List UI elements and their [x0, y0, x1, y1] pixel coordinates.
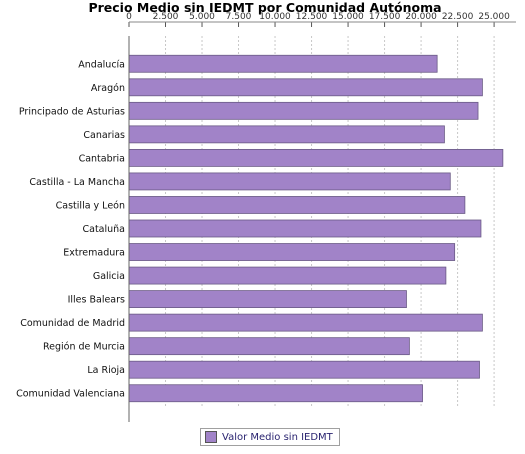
- bar: [128, 54, 438, 73]
- legend-label: Valor Medio sin IEDMT: [222, 431, 333, 443]
- category-label: Galicia: [93, 271, 125, 282]
- bar: [128, 360, 480, 379]
- category-label: Cataluña: [82, 224, 125, 235]
- legend: Valor Medio sin IEDMT: [200, 428, 340, 446]
- bar: [128, 243, 456, 261]
- tick-label: 12.500: [296, 12, 328, 22]
- tick-label: 15.000: [332, 12, 364, 22]
- category-label: La Rioja: [87, 365, 125, 376]
- category-label: Castilla y León: [56, 200, 125, 211]
- category-label: Illes Balears: [68, 295, 125, 306]
- legend-swatch: [205, 431, 217, 443]
- tick-label: 22.500: [442, 12, 474, 22]
- category-label: Comunidad de Madrid: [20, 318, 125, 329]
- bar: [128, 313, 483, 332]
- category-label: Comunidad Valenciana: [16, 389, 125, 400]
- x-axis-ticks: 0 2.500 5.000 7.500 10.000 12.500 15.000 17.500…: [126, 12, 516, 27]
- category-label: Extremadura: [63, 248, 125, 259]
- bar: [128, 290, 407, 309]
- tick-label: 0: [126, 12, 132, 22]
- bar: [128, 384, 423, 403]
- tick-label: 7.500: [226, 12, 252, 22]
- bar: [128, 125, 445, 144]
- tick-label: 20.000: [405, 12, 437, 22]
- tick-label: 5.000: [189, 12, 215, 22]
- bar: [128, 172, 451, 191]
- bar: [128, 337, 410, 356]
- tick-label: 10.000: [259, 12, 291, 22]
- category-label: Principado de Asturias: [19, 106, 125, 117]
- bar: [128, 196, 466, 214]
- category-label: Aragón: [91, 83, 125, 94]
- bars: [128, 54, 504, 403]
- category-labels: Andalucía Aragón Principado de Asturias Can…: [16, 59, 125, 399]
- bar: [128, 148, 504, 167]
- category-label: Andalucía: [78, 59, 125, 70]
- bar: [128, 219, 482, 238]
- tick-label: 17.500: [369, 12, 401, 22]
- category-label: Cantabria: [79, 153, 125, 164]
- category-label: Región de Murcia: [43, 342, 125, 353]
- bar: [128, 78, 483, 97]
- category-label: Canarias: [83, 130, 125, 141]
- tick-label: 25.000: [478, 12, 510, 22]
- category-label: Castilla - La Mancha: [29, 177, 125, 188]
- chart-title: Precio Medio sin IEDMT por Comunidad Aut…: [88, 0, 441, 15]
- bar: [128, 266, 447, 285]
- tick-label: 2.500: [153, 12, 179, 22]
- bar: [128, 101, 479, 120]
